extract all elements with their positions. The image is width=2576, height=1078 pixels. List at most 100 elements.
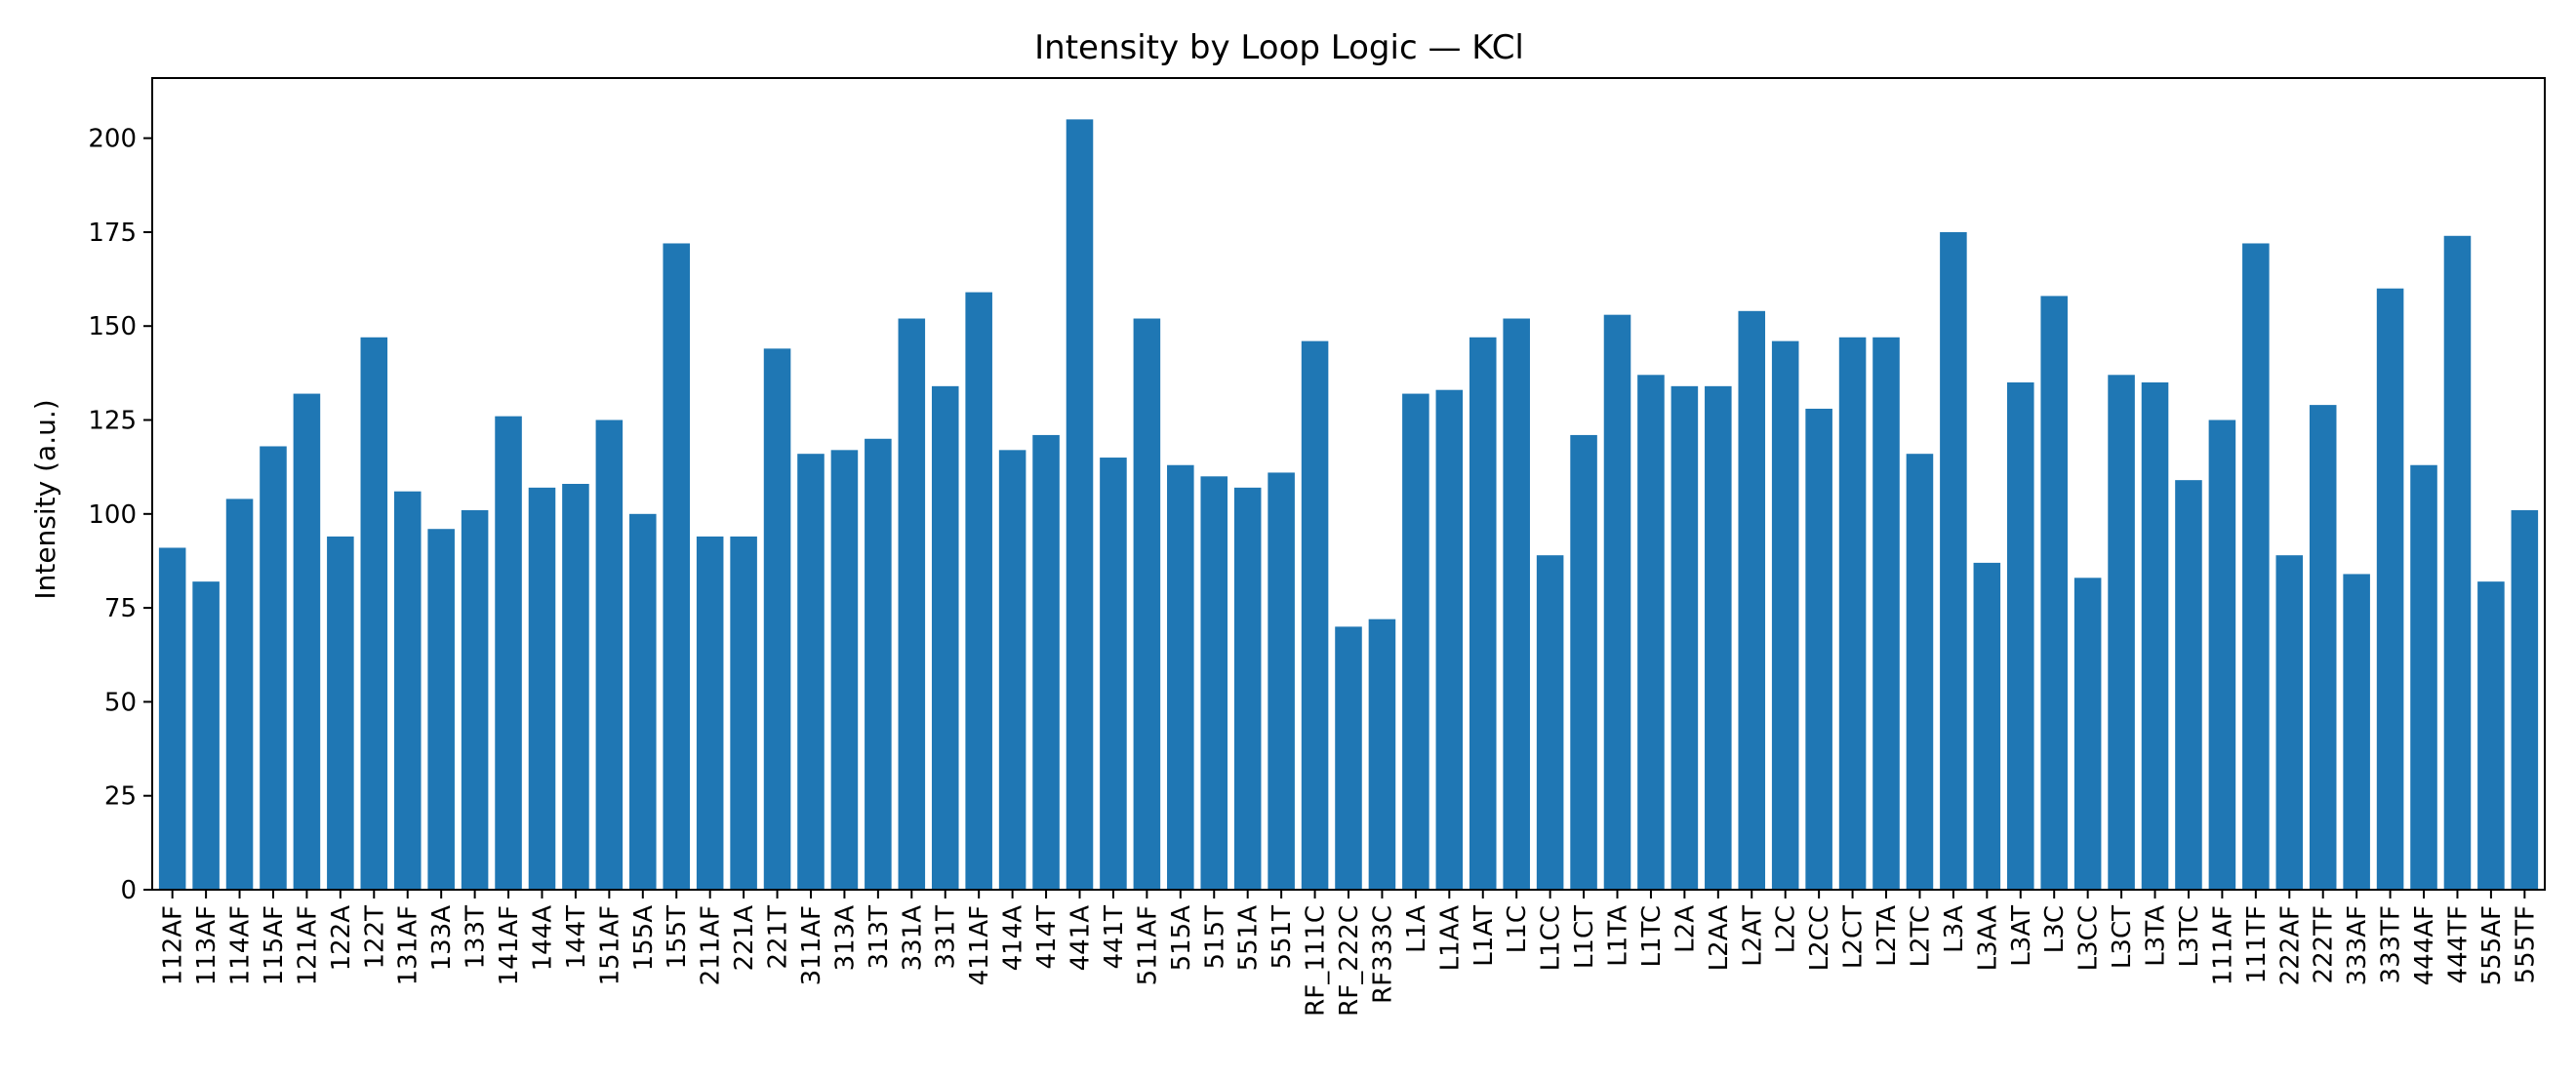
x-tick-label: 222AF [2275,905,2305,985]
x-tick-label: 441A [1066,905,1095,972]
x-tick-label: L2CC [1805,905,1834,971]
bar [629,513,657,890]
x-tick-label: 221T [764,905,793,970]
x-tick-label: 333AF [2343,905,2372,985]
bar [2511,509,2539,890]
x-tick-label: 333TF [2377,905,2406,983]
x-tick-label: 222TF [2310,905,2339,983]
y-tick-label: 0 [120,876,137,905]
bar [2073,578,2102,890]
x-tick-label: 133T [462,905,491,970]
bar [1872,337,1900,890]
bar [2175,480,2202,890]
x-tick-label: 414T [1032,905,1062,970]
x-tick-label: 441T [1100,905,1129,970]
bar [360,337,388,890]
bar [998,450,1026,890]
x-tick-label: 515A [1167,905,1196,972]
bar [293,393,321,890]
x-tick-label: 331A [898,905,927,972]
x-tick-label: 444TF [2443,905,2473,983]
x-tick-label: L3C [2040,905,2070,953]
x-tick-label: L1AA [1435,905,1465,972]
y-tick-label: 175 [88,219,137,248]
x-tick-label: RF_222C [1335,905,1364,1017]
bar [1838,337,1867,890]
bar [1167,464,1194,890]
x-tick-label: L2AT [1738,905,1767,967]
bar [461,509,489,890]
x-tick-label: L1CT [1570,905,1599,969]
bar [1368,619,1396,890]
x-tick-label: 511AF [1133,905,1162,985]
x-tick-label: 121AF [293,905,322,985]
x-tick-label: 551T [1268,905,1297,970]
x-tick-label: 155A [629,905,659,972]
bar [1133,318,1161,890]
bar [2208,419,2236,890]
x-tick-label: 221A [730,905,759,972]
bar [830,450,859,890]
x-tick-label: 111TF [2242,905,2272,983]
x-tick-label: L3CC [2074,905,2104,971]
bar [1066,119,1094,891]
x-tick-label: L1TA [1604,905,1633,967]
bar [931,385,959,891]
bar [1973,562,2001,890]
y-axis-label: Intensity (a.u.) [29,399,61,599]
bar [1637,375,1665,890]
x-tick-label: 122T [360,905,389,970]
bar [696,536,724,890]
bar [2275,555,2304,890]
x-tick-label: RF333C [1368,905,1397,1004]
bar [2376,288,2404,890]
bar [763,348,791,891]
bar [1503,318,1530,890]
bar [2242,243,2270,891]
x-tick-label: L3AT [2007,905,2036,967]
x-tick-label: 144A [528,905,557,972]
bar [225,499,254,890]
bar [595,419,624,890]
bar [1771,340,1799,890]
x-tick-label: 551A [1234,905,1264,972]
y-tick-label: 200 [88,125,137,154]
bar [495,416,522,890]
x-tick-label: L3A [1940,905,1969,953]
x-tick-label: 331T [932,905,961,970]
x-tick-label: 131AF [394,905,423,985]
x-tick-label: L2A [1670,905,1700,953]
x-tick-label: 115AF [260,905,289,985]
bar [528,487,556,890]
bar [2141,382,2169,890]
x-tick-label: 555TF [2511,905,2540,983]
x-tick-label: L2C [1772,905,1801,953]
bar [898,318,926,890]
y-tick-label: 75 [104,594,137,623]
bar [427,529,455,890]
x-tick-label: L3TC [2175,905,2204,968]
x-tick-label: L1C [1503,905,1532,953]
x-tick-label: 141AF [495,905,524,985]
bar [2477,581,2505,890]
x-tick-label: 444AF [2410,905,2439,985]
x-tick-label: L2CT [1839,905,1869,969]
x-tick-label: 515T [1200,905,1229,970]
bar [2108,375,2135,890]
x-tick-label: 311AF [797,905,826,985]
bar [2410,464,2437,890]
x-tick-label: 144T [562,905,591,970]
bar [393,491,422,890]
bar [327,536,354,890]
bar [663,243,691,891]
x-tick-label: 211AF [697,905,726,985]
x-tick-label: 555AF [2477,905,2507,985]
x-tick-label: 313A [830,905,860,972]
x-tick-label: L1AT [1469,905,1499,967]
x-tick-label: 122A [327,905,356,972]
x-tick-label: 414A [999,905,1028,972]
x-tick-label: L1TC [1637,905,1667,968]
bar [1032,434,1060,890]
